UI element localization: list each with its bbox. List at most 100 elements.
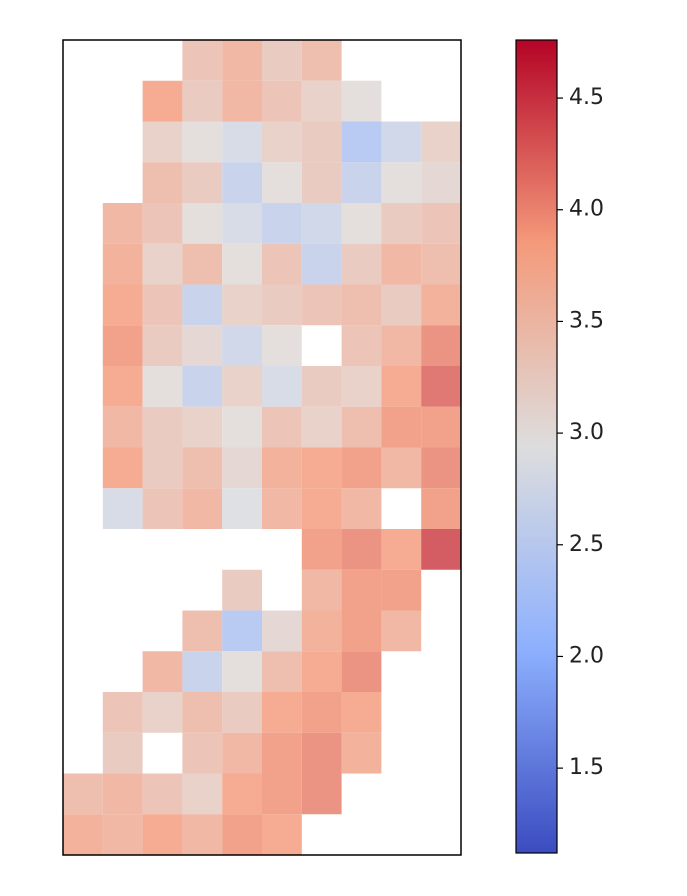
- map-cell: [381, 325, 422, 366]
- map-cell: [182, 406, 223, 448]
- map-cell: [142, 325, 183, 366]
- map-cell: [222, 569, 262, 611]
- map-cell: [262, 40, 302, 81]
- map-cell: [262, 203, 302, 244]
- map-cell: [381, 162, 422, 203]
- map-cell: [381, 569, 422, 611]
- map-cell: [102, 284, 143, 326]
- map-cell: [421, 284, 461, 326]
- map-cell: [381, 366, 422, 407]
- map-cells: [63, 40, 461, 855]
- map-cell: [421, 121, 461, 163]
- map-cell: [142, 406, 183, 448]
- map-cell: [301, 162, 342, 203]
- colorbar-tick-label: 3.5: [569, 308, 604, 333]
- map-cell: [142, 692, 183, 733]
- map-cell: [341, 610, 382, 652]
- map-cell: [262, 162, 302, 203]
- map-cell: [301, 203, 342, 244]
- map-cell: [102, 243, 143, 285]
- map-cell: [301, 121, 342, 163]
- map-cell: [142, 651, 183, 692]
- map-cell: [102, 732, 143, 774]
- map-cell: [341, 447, 382, 489]
- map-cell: [182, 773, 223, 815]
- map-cell: [381, 121, 422, 163]
- map-cell: [222, 488, 262, 529]
- map-cell: [182, 284, 223, 326]
- map-cell: [341, 529, 382, 570]
- map-cell: [182, 325, 223, 366]
- map-cell: [301, 447, 342, 489]
- map-cell: [222, 203, 262, 244]
- map-cell: [301, 732, 342, 774]
- map-cell: [102, 692, 143, 733]
- map-cell: [262, 610, 302, 652]
- map-cell: [262, 121, 302, 163]
- map-cell: [222, 284, 262, 326]
- map-cell: [142, 203, 183, 244]
- map-cell: [102, 488, 143, 529]
- map-cell: [222, 40, 262, 81]
- map-cell: [262, 692, 302, 733]
- map-cell: [341, 732, 382, 774]
- map-cell: [301, 40, 342, 81]
- map-cell: [421, 203, 461, 244]
- map-cell: [262, 366, 302, 407]
- map-cell: [262, 243, 302, 285]
- map-cell: [421, 162, 461, 203]
- colorbar-tick-label: 4.5: [569, 85, 604, 110]
- map-cell: [182, 243, 223, 285]
- map-cell: [182, 80, 223, 122]
- map-cell: [63, 773, 103, 815]
- map-cell: [381, 447, 422, 489]
- map-cell: [301, 773, 342, 815]
- map-cell: [301, 529, 342, 570]
- map-cell: [341, 203, 382, 244]
- map-cell: [142, 488, 183, 529]
- map-cell: [262, 406, 302, 448]
- map-cell: [341, 121, 382, 163]
- map-cell: [142, 366, 183, 407]
- map-cell: [142, 447, 183, 489]
- map-cell: [381, 243, 422, 285]
- map-cell: [222, 692, 262, 733]
- map-cell: [341, 406, 382, 448]
- map-cell: [301, 243, 342, 285]
- map-cell: [142, 773, 183, 815]
- map-cell: [182, 447, 223, 489]
- map-cell: [341, 651, 382, 692]
- map-cell: [421, 243, 461, 285]
- colorbar-tick-label: 2.0: [569, 643, 604, 668]
- colorbar-tick-label: 2.5: [569, 532, 604, 557]
- map-cell: [63, 814, 103, 855]
- map-cell: [262, 447, 302, 489]
- map-cell: [102, 814, 143, 855]
- map-cell: [381, 203, 422, 244]
- map-cell: [182, 366, 223, 407]
- map-cell: [301, 610, 342, 652]
- map-cell: [142, 284, 183, 326]
- map-cell: [182, 732, 223, 774]
- map-cell: [102, 203, 143, 244]
- map-cell: [182, 162, 223, 203]
- map-cell: [381, 529, 422, 570]
- map-cell: [341, 243, 382, 285]
- map-cell: [182, 203, 223, 244]
- map-cell: [222, 80, 262, 122]
- map-cell: [222, 610, 262, 652]
- map-cell: [102, 773, 143, 815]
- map-cell: [102, 406, 143, 448]
- map-cell: [182, 121, 223, 163]
- map-cell: [102, 366, 143, 407]
- map-cell: [142, 243, 183, 285]
- map-cell: [142, 814, 183, 855]
- map-cell: [301, 366, 342, 407]
- map-cell: [301, 284, 342, 326]
- map-cell: [421, 447, 461, 489]
- map-cell: [341, 162, 382, 203]
- map-cell: [102, 325, 143, 366]
- map-cell: [421, 406, 461, 448]
- map-cell: [341, 488, 382, 529]
- map-cell: [102, 447, 143, 489]
